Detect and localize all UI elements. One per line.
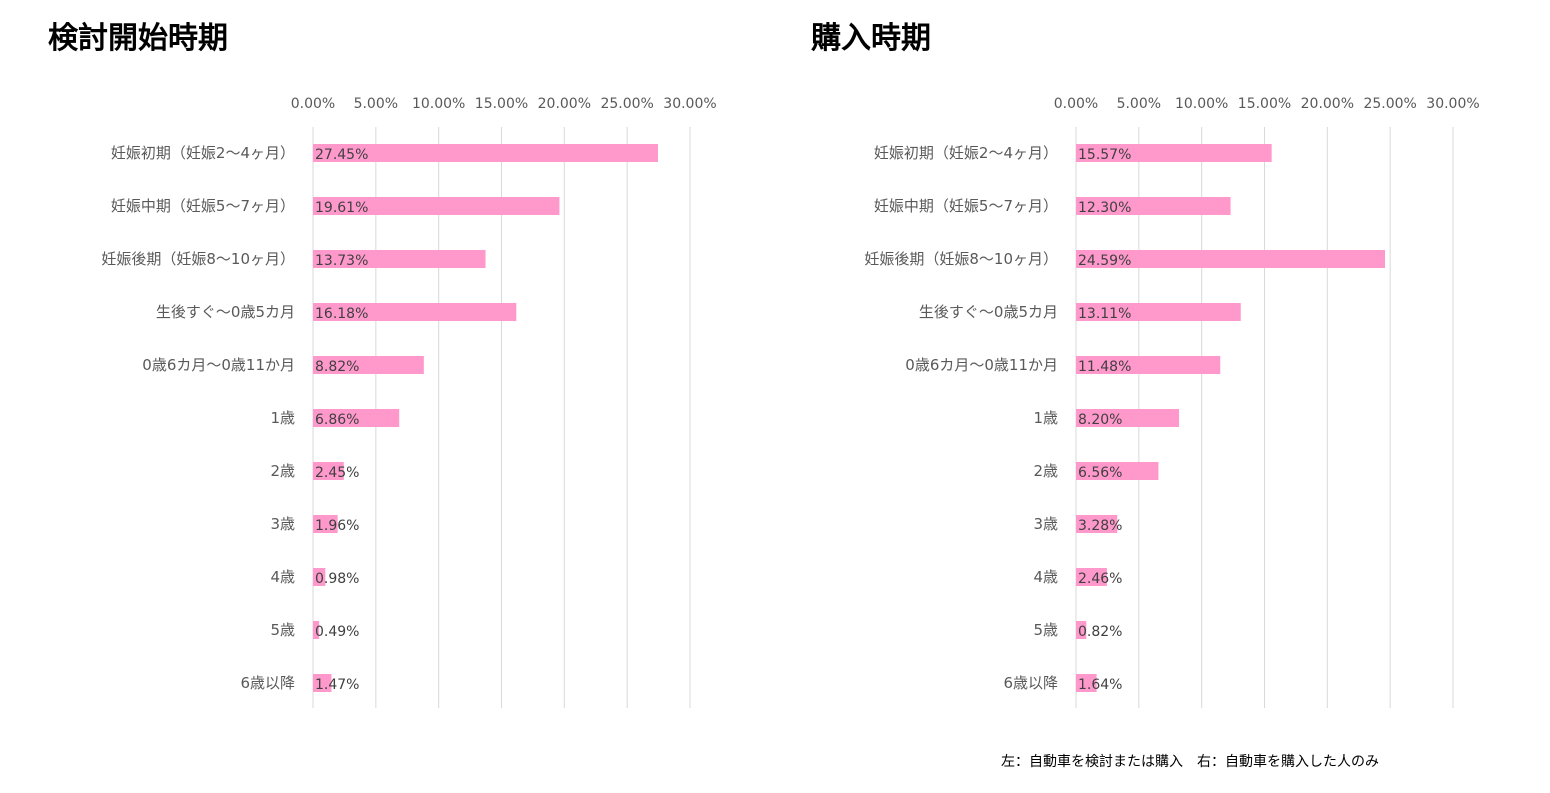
data-label: 6.56% — [1078, 465, 1122, 481]
data-label: 0.98% — [315, 571, 359, 587]
category-label: 1歳 — [270, 409, 295, 427]
bar — [1076, 197, 1231, 215]
bar — [1076, 515, 1118, 533]
x-tick-label: 15.00% — [1238, 96, 1291, 112]
x-tick-label: 0.00% — [291, 96, 335, 112]
category-label: 5歳 — [270, 621, 295, 639]
bars — [1076, 144, 1386, 692]
x-tick-label: 25.00% — [600, 96, 653, 112]
data-label: 13.73% — [315, 253, 368, 269]
x-tick-label: 25.00% — [1363, 96, 1416, 112]
bar — [1076, 303, 1241, 321]
data-label: 27.45% — [315, 147, 368, 163]
x-tick-label: 5.00% — [354, 96, 398, 112]
chart-left: 検討開始時期 0.00% 5.00% 10.00% 15.00% 20.00% 25.00… — [48, 21, 717, 708]
category-label: 妊娠中期（妊娠5～7ヶ月） — [111, 197, 295, 215]
bar — [313, 674, 332, 692]
category-label: 6歳以降 — [240, 674, 295, 692]
category-label: 4歳 — [1033, 568, 1058, 586]
data-label: 2.45% — [315, 465, 359, 481]
category-labels: 妊娠初期（妊娠2～4ヶ月） 妊娠中期（妊娠5～7ヶ月） 妊娠後期（妊娠8～10ヶ月）… — [101, 144, 295, 692]
x-axis-ticks: 0.00% 5.00% 10.00% 15.00% 20.00% 25.00% 30.00% — [1054, 96, 1480, 112]
data-label: 2.46% — [1078, 571, 1122, 587]
bar — [313, 621, 320, 639]
bar — [313, 356, 424, 374]
category-label: 妊娠後期（妊娠8～10ヶ月） — [101, 250, 295, 268]
data-label: 8.20% — [1078, 412, 1122, 428]
data-label: 1.47% — [315, 677, 359, 693]
bar — [1076, 144, 1272, 162]
category-label: 生後すぐ～0歳5カ月 — [156, 303, 295, 321]
bar — [1076, 356, 1221, 374]
bars — [313, 144, 658, 692]
bar — [1076, 462, 1159, 480]
category-label: 3歳 — [1033, 515, 1058, 533]
bar — [1076, 568, 1107, 586]
chart-title: 購入時期 — [811, 21, 931, 56]
data-label: 3.28% — [1078, 518, 1122, 534]
x-tick-label: 0.00% — [1054, 96, 1098, 112]
x-tick-label: 15.00% — [475, 96, 528, 112]
category-label: 妊娠初期（妊娠2～4ヶ月） — [111, 144, 295, 162]
bar — [313, 568, 326, 586]
x-tick-label: 10.00% — [412, 96, 465, 112]
bar — [1076, 621, 1087, 639]
bar — [1076, 409, 1180, 427]
chart-right: 購入時期 0.00% 5.00% 10.00% 15.00% 20.00% 25.00% 3… — [811, 21, 1480, 708]
x-tick-label: 5.00% — [1117, 96, 1161, 112]
bar — [1076, 250, 1386, 268]
data-label: 0.49% — [315, 624, 359, 640]
bar — [313, 144, 658, 162]
x-axis-ticks: 0.00% 5.00% 10.00% 15.00% 20.00% 25.00% 30.00% — [291, 96, 717, 112]
x-tick-label: 30.00% — [1426, 96, 1479, 112]
category-label: 0歳6カ月～0歳11か月 — [142, 356, 295, 374]
category-label: 生後すぐ～0歳5カ月 — [919, 303, 1058, 321]
category-label: 妊娠初期（妊娠2～4ヶ月） — [874, 144, 1058, 162]
gridlines — [312, 127, 691, 708]
data-label: 6.86% — [315, 412, 359, 428]
category-label: 1歳 — [1033, 409, 1058, 427]
data-label: 13.11% — [1078, 306, 1131, 322]
data-label: 19.61% — [315, 200, 368, 216]
chart-title: 検討開始時期 — [48, 21, 228, 56]
bar — [313, 197, 560, 215]
bar — [313, 250, 486, 268]
data-label: 1.64% — [1078, 677, 1122, 693]
data-labels: 15.57% 12.30% 24.59% 13.11% 11.48% 8.20% 6.56%… — [1078, 147, 1131, 693]
data-label: 12.30% — [1078, 200, 1131, 216]
category-labels: 妊娠初期（妊娠2～4ヶ月） 妊娠中期（妊娠5～7ヶ月） 妊娠後期（妊娠8～10ヶ月）… — [864, 144, 1058, 692]
bar — [313, 303, 517, 321]
data-labels: 27.45% 19.61% 13.73% 16.18% 8.82% 6.86% 2.45% 1… — [315, 147, 368, 693]
x-tick-label: 20.00% — [1301, 96, 1354, 112]
data-label: 8.82% — [315, 359, 359, 375]
bar — [313, 515, 338, 533]
category-label: 0歳6カ月～0歳11か月 — [905, 356, 1058, 374]
data-label: 11.48% — [1078, 359, 1131, 375]
x-tick-label: 10.00% — [1175, 96, 1228, 112]
bar — [313, 409, 400, 427]
footnote: 左：自動車を検討または購入 右：自動車を購入した人のみ — [1001, 753, 1379, 770]
category-label: 妊娠中期（妊娠5～7ヶ月） — [874, 197, 1058, 215]
bar — [1076, 674, 1097, 692]
x-tick-label: 20.00% — [538, 96, 591, 112]
category-label: 2歳 — [1033, 462, 1058, 480]
category-label: 3歳 — [270, 515, 295, 533]
category-label: 2歳 — [270, 462, 295, 480]
data-label: 24.59% — [1078, 253, 1131, 269]
category-label: 4歳 — [270, 568, 295, 586]
data-label: 1.96% — [315, 518, 359, 534]
data-label: 16.18% — [315, 306, 368, 322]
bar — [313, 462, 344, 480]
x-tick-label: 30.00% — [663, 96, 716, 112]
gridlines — [1075, 127, 1454, 708]
category-label: 5歳 — [1033, 621, 1058, 639]
data-label: 0.82% — [1078, 624, 1122, 640]
data-label: 15.57% — [1078, 147, 1131, 163]
category-label: 妊娠後期（妊娠8～10ヶ月） — [864, 250, 1058, 268]
category-label: 6歳以降 — [1003, 674, 1058, 692]
